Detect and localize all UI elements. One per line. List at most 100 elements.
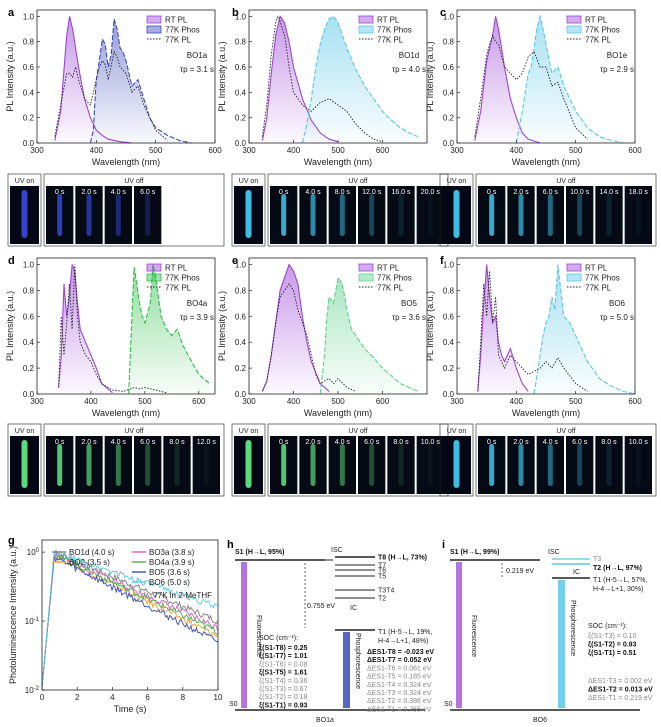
y-tick-label: 0.0 — [235, 139, 247, 148]
label-triplet: T8 (H→L, 73%) — [378, 555, 427, 562]
vial-glow — [174, 444, 180, 486]
y-tick-label: 0.6 — [235, 312, 247, 321]
label-triplet: T2 — [378, 596, 386, 603]
delta-e-value: ΔES1-T7 = 0.052 eV — [367, 657, 432, 664]
sample-label: BO6 — [609, 299, 626, 308]
vial-glow — [310, 444, 316, 486]
uv-off-photo — [387, 436, 415, 494]
soc-value: ξ(S1-T3) = 0.67 — [259, 686, 308, 693]
panel-e: e 300 400 500 600 0.0 0.2 0.4 0.6 0.8 1.0 Wavelengt… — [217, 255, 428, 418]
y-tick-label: 1.0 — [23, 260, 35, 269]
legend-label: BO4a (3.9 s) — [149, 558, 195, 567]
x-tick-label: 600 — [208, 146, 222, 155]
y-tick-label: 0.2 — [23, 364, 35, 373]
vial-glow — [489, 194, 495, 236]
y-tick-label: 0.4 — [23, 338, 35, 347]
x-tick-label: 400 — [510, 397, 524, 406]
x-tick-label: 300 — [30, 146, 44, 155]
uv-off-photo — [163, 436, 191, 494]
label-s1: S1 (H→L, 99%) — [450, 549, 499, 556]
soc-value: ξ(S1-T1) = 0.93 — [259, 702, 308, 709]
x-tick-label: 0 — [40, 693, 45, 702]
label-triplet: T7 — [378, 563, 386, 570]
vial-glow — [369, 194, 375, 236]
vial-glow — [57, 194, 63, 236]
legend-label: 77K PL — [585, 284, 612, 293]
y-tick-label: 1.0 — [235, 12, 247, 21]
vial-glow — [635, 444, 641, 486]
time-label: 4.0 s — [305, 189, 321, 196]
legend-label: 77K PL — [377, 284, 404, 293]
y-tick-label: 0.6 — [23, 312, 35, 321]
series-line — [261, 15, 383, 143]
panel-letter: b — [232, 7, 239, 19]
vial-glow — [369, 444, 375, 486]
vial-glow — [427, 194, 433, 236]
label-t1: T1 (H-5→L, 19%, — [378, 629, 433, 636]
uv-off-photo — [387, 186, 415, 244]
sample-label: BO1d — [399, 51, 419, 60]
legend-label: 77K PL — [165, 36, 192, 45]
time-label: 8.0 s — [169, 439, 185, 446]
energy-diagrams: hS1 (H→L, 95%) S0 BO1a Fluorescence T8 (H→L,… — [227, 539, 653, 724]
uv-off-photo — [624, 186, 652, 244]
phosphorescence-arrow — [343, 632, 350, 708]
x-tick-label: 10 — [214, 693, 223, 702]
series-line — [477, 264, 529, 392]
time-label: 8.0 s — [601, 439, 617, 446]
x-axis-label: Wavelength (nm) — [512, 157, 580, 167]
time-label: 10.0 s — [629, 439, 649, 446]
phosphorescence-label: Phosphorescence — [569, 600, 576, 656]
legend-swatch — [146, 263, 162, 272]
label-triplet: T5 — [378, 574, 386, 581]
y-tick-label: 0.2 — [235, 364, 247, 373]
photo-strip-c: UV on UV off 0 s 2.0 s 6.0 s 10.0 s 14.0 s 18.0… — [439, 173, 657, 247]
uv-off-photo — [536, 436, 564, 494]
vial-glow — [547, 194, 553, 236]
uv-on-frame — [439, 173, 474, 247]
delta-e-value: ΔES1-T8 = -0.023 eV — [367, 649, 434, 656]
vial-glow — [86, 194, 92, 236]
legend-swatch — [146, 25, 162, 34]
panel-letter: f — [440, 255, 444, 267]
soc-title: SOC (cm⁻¹): — [588, 623, 627, 630]
x-tick-label: 300 — [450, 146, 464, 155]
time-label: 18.0 s — [629, 189, 649, 196]
vial-glow — [21, 440, 28, 488]
panel-letter: g — [8, 535, 15, 547]
time-label: 2.0 s — [513, 439, 529, 446]
y-tick-label: 10-2 — [25, 686, 40, 695]
uv-on-label: UV on — [15, 428, 35, 435]
x-tick-label: 300 — [450, 397, 464, 406]
photo-strip-e: UV on UV off 0 s 2.0 s 4.0 s 6.0 s 8.0 s 10.0 s — [231, 423, 449, 497]
time-label: 2.0 s — [305, 439, 321, 446]
x-tick-label: 300 — [30, 397, 44, 406]
delta-e-value: ΔES1-T2 = 0.386 eV — [367, 698, 432, 705]
time-label: 14.0 s — [599, 189, 619, 196]
y-tick-label: 0.6 — [23, 63, 35, 72]
vial-glow — [518, 194, 524, 236]
legend-swatch — [566, 263, 582, 272]
y-tick-label: 0.4 — [443, 88, 455, 97]
uv-off-photo — [416, 436, 444, 494]
x-tick-label: 8 — [181, 693, 186, 702]
panel-letter: a — [8, 7, 15, 19]
series-line — [533, 264, 636, 395]
soc-value: ξ(S1-T7) = 1.01 — [259, 653, 308, 660]
ic-label: IC — [573, 569, 580, 576]
vial-glow — [245, 190, 252, 238]
uv-off-photo — [328, 436, 356, 494]
x-tick-label: 500 — [331, 397, 345, 406]
x-axis-label: Wavelength (nm) — [304, 408, 372, 418]
time-label: 0 s — [55, 189, 65, 196]
series-fill — [302, 16, 419, 143]
legend-swatch — [146, 15, 162, 24]
legend-label: BO5 (3.6 s) — [149, 568, 190, 577]
vial-glow — [577, 194, 583, 236]
y-tick-label: 0.4 — [443, 338, 455, 347]
uv-off-photo — [358, 186, 386, 244]
uv-off-photo — [595, 186, 623, 244]
y-tick-label: 0.0 — [23, 390, 35, 399]
x-tick-label: 500 — [569, 397, 583, 406]
time-label: 0 s — [487, 189, 497, 196]
